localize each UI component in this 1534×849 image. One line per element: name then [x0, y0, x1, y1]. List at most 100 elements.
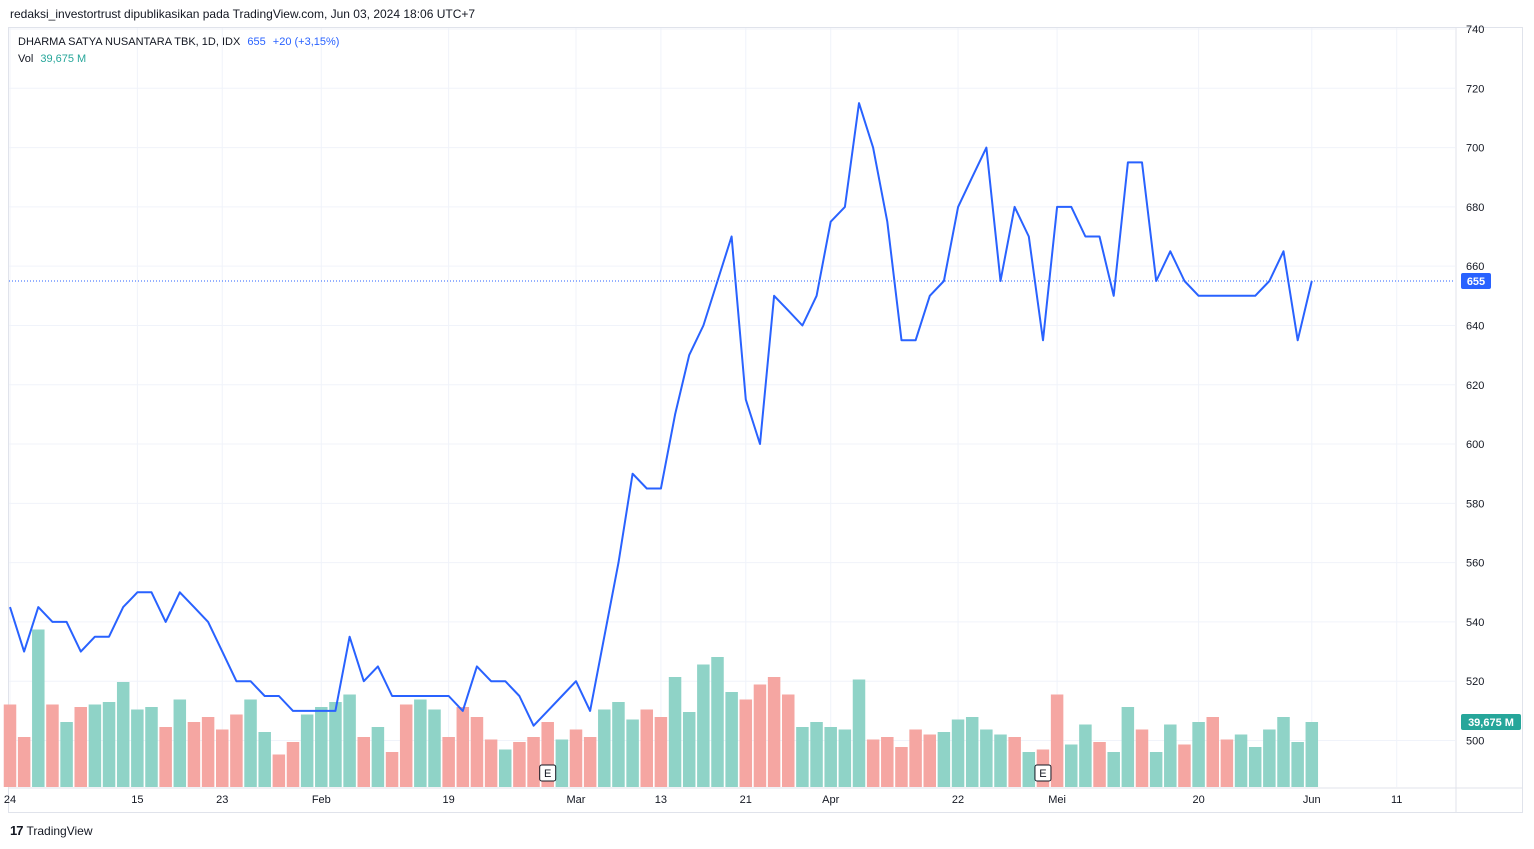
volume-bar: [187, 722, 201, 787]
volume-bar: [994, 734, 1007, 787]
volume-bar: [895, 747, 908, 787]
volume-bar: [1008, 737, 1021, 787]
volume-bar: [173, 699, 187, 787]
volume-bar: [923, 734, 936, 787]
volume-bar: [272, 754, 286, 787]
volume-bar: [739, 699, 753, 787]
time-tick-label: Mei: [1048, 794, 1066, 806]
tradingview-brand-text: TradingView: [26, 823, 93, 838]
legend-volume-label: Vol: [18, 53, 34, 65]
volume-bar: [1093, 742, 1106, 787]
last-price-badge-label: 655: [1467, 276, 1485, 288]
volume-bar: [810, 722, 823, 787]
volume-bar: [668, 677, 682, 787]
volume-bar: [1164, 724, 1177, 787]
price-tick-label: 580: [1466, 498, 1484, 510]
volume-bar: [74, 707, 87, 787]
time-tick-label: Jun: [1303, 794, 1321, 806]
volume-bar: [300, 714, 314, 787]
volume-bar: [343, 694, 356, 787]
price-tick-label: 640: [1466, 320, 1484, 332]
volume-bar: [598, 709, 611, 787]
volume-bar: [1206, 717, 1219, 787]
volume-bar: [1192, 722, 1205, 787]
volume-bar: [46, 704, 59, 787]
volume-bar: [1291, 742, 1304, 787]
volume-bar: [640, 709, 653, 787]
earnings-marker-label: E: [1039, 768, 1046, 780]
volume-bar: [909, 729, 922, 787]
volume-bar: [1263, 729, 1276, 787]
volume-bar: [442, 737, 455, 787]
volume-bar: [1079, 724, 1092, 787]
volume-bar: [216, 729, 229, 787]
volume-bar: [569, 729, 583, 787]
volume-bar: [824, 727, 837, 787]
price-tick-label: 500: [1466, 736, 1484, 748]
price-tick-label: 740: [1466, 24, 1484, 36]
volume-bar: [1135, 729, 1149, 787]
tradingview-logo[interactable]: 17 TradingView: [10, 823, 93, 838]
chart-frame: [8, 27, 1523, 813]
volume-bar: [951, 719, 965, 787]
price-tick-label: 720: [1466, 83, 1484, 95]
volume-bar: [682, 712, 696, 787]
volume-bar: [697, 664, 710, 787]
volume-bar: [753, 684, 767, 787]
earnings-marker: [539, 764, 557, 782]
volume-bar: [980, 729, 993, 787]
volume-bar: [484, 739, 498, 787]
earnings-marker: [1034, 764, 1052, 782]
volume-bar: [796, 727, 809, 787]
volume-bar: [499, 749, 512, 787]
volume-bar: [399, 704, 413, 787]
volume-bar: [852, 679, 866, 787]
volume-bar: [470, 717, 484, 787]
volume-bar: [357, 737, 370, 787]
volume-bar: [88, 704, 102, 787]
volume-bar: [1220, 739, 1234, 787]
volume-bar: [527, 737, 540, 787]
volume-bar: [201, 717, 215, 787]
time-tick-label: 21: [740, 794, 752, 806]
volume-bar: [286, 742, 300, 787]
volume-bar: [414, 699, 427, 787]
volume-bar: [866, 739, 880, 787]
volume-bar: [315, 707, 328, 787]
price-tick-label: 680: [1466, 202, 1484, 214]
price-line: [9, 102, 1313, 727]
grid-lines: [9, 28, 1455, 787]
time-tick-label: Apr: [822, 794, 839, 806]
tradingview-logo-icon: 17: [10, 823, 24, 838]
last-price-badge: [1461, 272, 1491, 289]
volume-bar: [1022, 752, 1036, 787]
volume-bar: [145, 707, 158, 787]
volume-bar: [159, 727, 172, 787]
legend-symbol: DHARMA SATYA NUSANTARA TBK, 1D, IDX: [18, 36, 241, 48]
time-tick-label: 23: [216, 794, 228, 806]
earnings-marker-label: E: [544, 768, 551, 780]
volume-bar: [1065, 744, 1078, 787]
price-tick-label: 660: [1466, 261, 1484, 273]
volume-bar: [32, 629, 45, 787]
volume-bar: [116, 682, 130, 787]
volume-bar: [258, 732, 271, 787]
volume-bar: [1277, 717, 1290, 787]
volume-bars: [3, 629, 1319, 787]
time-tick-label: 11: [1391, 794, 1402, 806]
volume-bar: [782, 694, 795, 787]
volume-bar: [17, 737, 31, 787]
time-tick-label: 19: [443, 794, 455, 806]
price-tick-label: 540: [1466, 617, 1484, 629]
volume-badge: [1461, 714, 1521, 730]
volume-bar: [965, 717, 979, 787]
legend-change: +20 (+3,15%): [272, 36, 340, 48]
time-tick-label: 22: [952, 794, 964, 806]
volume-bar: [371, 727, 385, 787]
volume-bar: [1050, 694, 1064, 787]
volume-bar: [654, 717, 668, 787]
volume-bar: [1107, 752, 1120, 787]
volume-bar: [612, 702, 625, 787]
volume-bar: [881, 737, 894, 787]
